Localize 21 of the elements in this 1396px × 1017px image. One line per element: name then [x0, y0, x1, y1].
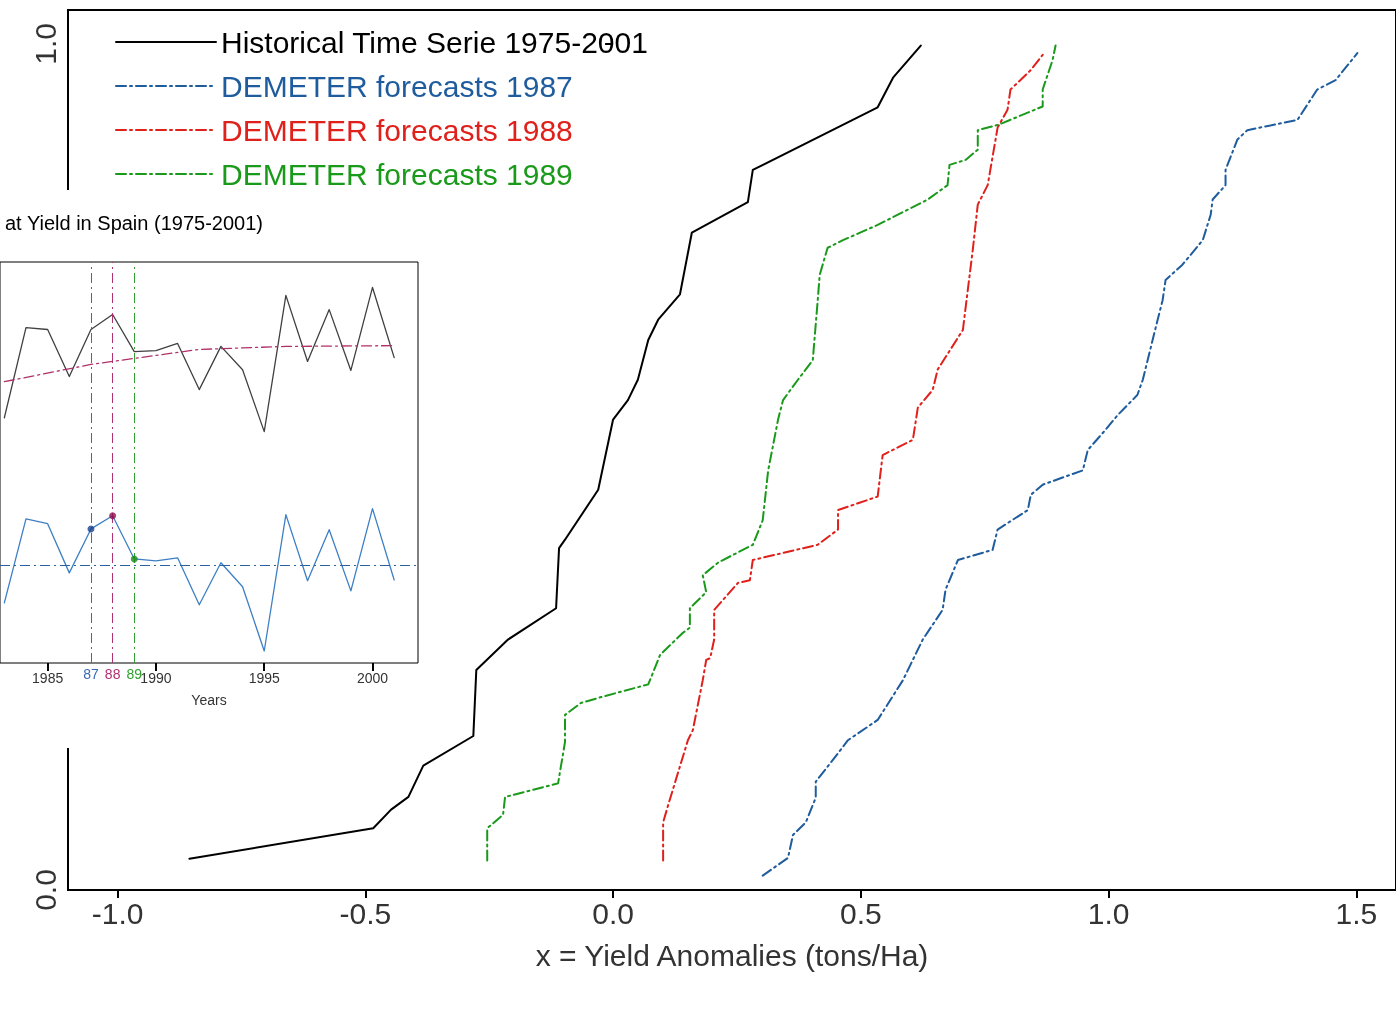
legend-label: Historical Time Serie 1975-2001	[221, 25, 648, 59]
line-series	[761, 52, 1359, 877]
legend-label: DEMETER forecasts 1989	[221, 157, 573, 191]
x-tick-label: 0.0	[592, 896, 634, 930]
x-tick-label: 1985	[32, 670, 64, 686]
x-tick-label: 1.0	[1087, 896, 1130, 930]
line-series	[662, 53, 1044, 862]
annotation: 89	[126, 666, 143, 682]
x-tick-label: 2000	[356, 670, 389, 686]
legend-label: DEMETER forecasts 1988	[221, 113, 573, 147]
x-tick-label: 0.5	[839, 896, 882, 930]
chart-title: at Yield in Spain (1975-2001)	[5, 212, 263, 234]
x-tick-label: 1995	[248, 670, 281, 686]
annotation: 88	[104, 666, 121, 682]
annotation: 87	[83, 666, 99, 682]
x-tick-label: 1.5	[1335, 896, 1378, 930]
x-tick-label: -1.0	[91, 896, 144, 930]
legend-label: DEMETER forecasts 1987	[221, 69, 573, 103]
x-tick-label: -0.5	[339, 896, 392, 930]
x-axis-title: Years	[191, 692, 227, 708]
x-axis-title: x = Yield Anomalies (tons/Ha)	[535, 938, 929, 972]
